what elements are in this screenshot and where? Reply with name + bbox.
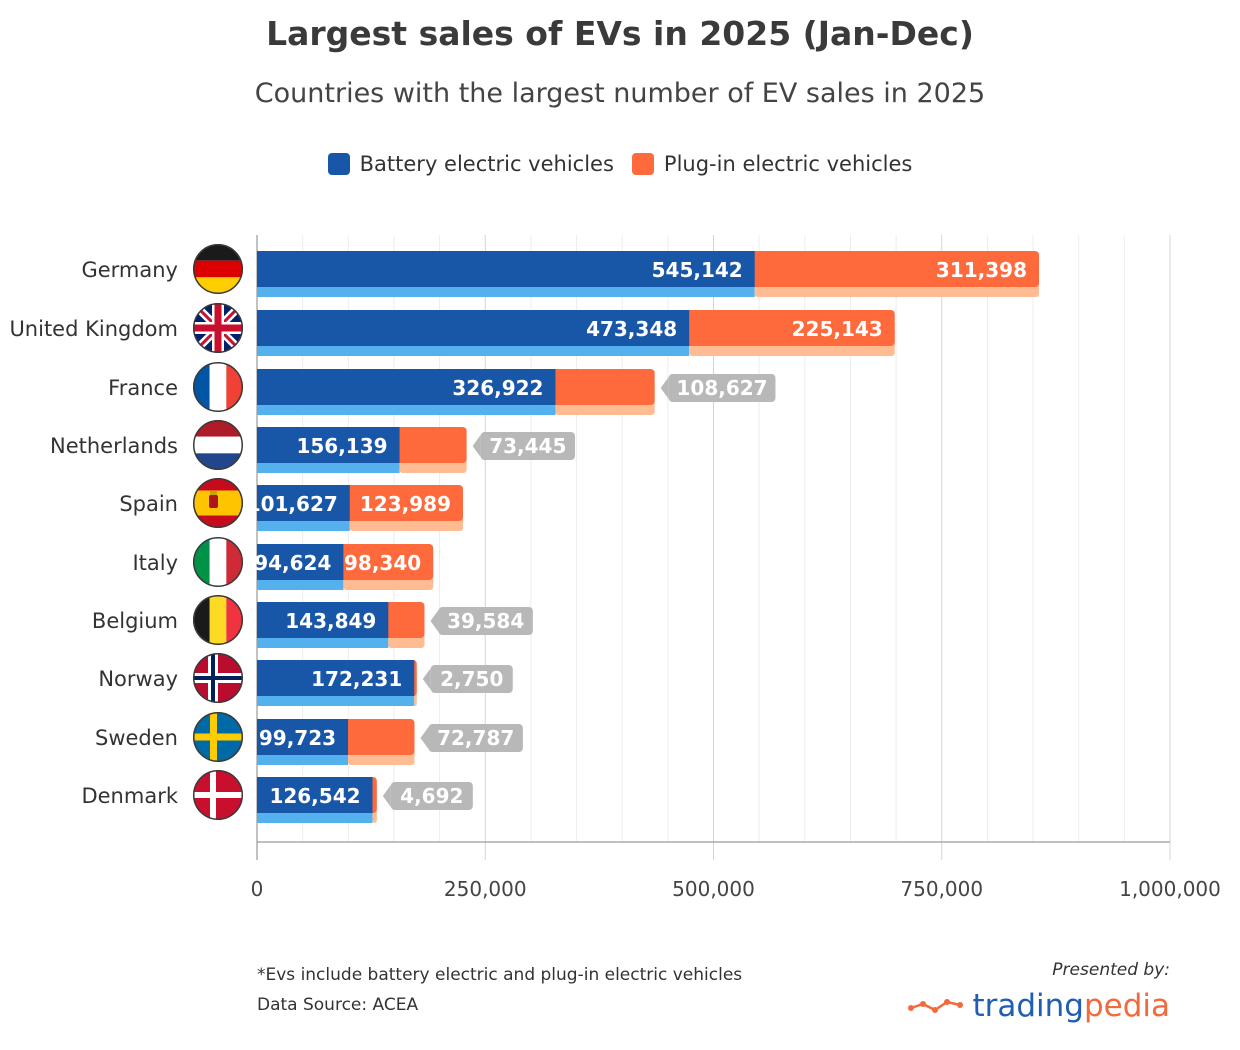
bev-value-label: 156,139 (296, 434, 387, 458)
phev-bar (344, 719, 415, 755)
bev-bar (257, 602, 389, 638)
bar-chart: 0 250,000 500,000 750,000 1,000,000 Germany 54… (9, 235, 1221, 901)
phev-label-pointer (472, 435, 481, 457)
x-tick-label: 750,000 (900, 877, 983, 901)
bev-value-label: 172,231 (311, 667, 402, 691)
bev-value-label: 126,542 (269, 784, 360, 808)
phev-label-pill (438, 607, 533, 635)
category-label: Denmark (81, 784, 178, 808)
category-label: Spain (119, 492, 178, 516)
phev-value-label: 4,692 (400, 784, 463, 808)
bev-value-label: 101,627 (247, 492, 338, 516)
phev-value-label: 225,143 (792, 317, 883, 341)
legend-label-bev: Battery electric vehicles (359, 152, 614, 176)
bev-value-label: 94,624 (254, 551, 331, 575)
bev-bar (257, 310, 690, 346)
bev-value-label: 143,849 (285, 609, 376, 633)
legend-item-bev: Battery electric vehicles (327, 152, 614, 179)
x-tick-label: 500,000 (672, 877, 755, 901)
phev-label-pill (480, 432, 576, 460)
bev-value-label: 545,142 (652, 258, 743, 282)
belgium-flag-icon (193, 595, 243, 645)
phev-value-label: 123,989 (360, 492, 451, 516)
phev-bar (345, 485, 463, 521)
bev-swatch (327, 153, 354, 179)
phev-value-label: 72,787 (437, 726, 514, 750)
phev-bar (551, 369, 655, 405)
germany-flag-icon (193, 244, 243, 294)
phev-value-label: 108,627 (677, 376, 768, 400)
x-tick-label: 1,000,000 (1119, 877, 1221, 901)
spain-flag-icon (193, 478, 243, 528)
phev-label-pointer (660, 377, 669, 399)
phev-bar (395, 427, 467, 463)
phev-label-pointer (422, 668, 431, 690)
phev-bar (384, 602, 425, 638)
chart-subtitle: Countries with the largest number of EV … (254, 78, 986, 109)
bev-bar (257, 660, 415, 696)
category-label: Germany (81, 258, 178, 282)
tradingpedia-logo[interactable]: tradingpedia (908, 988, 1170, 1024)
bev-value-label: 473,348 (586, 317, 677, 341)
phev-swatch (631, 153, 658, 179)
bev-value-label: 326,922 (452, 376, 543, 400)
phev-value-label: 2,750 (440, 667, 503, 691)
phev-label-pointer (430, 610, 439, 632)
x-tick-label: 0 (251, 877, 264, 901)
footnote: *Evs include battery electric and plug-i… (257, 960, 742, 1020)
bev-bar (257, 719, 349, 755)
bev-bar (257, 369, 556, 405)
category-label: France (108, 376, 178, 400)
phev-label-pill (668, 374, 776, 402)
legend: Battery electric vehicles Plug-in electr… (0, 152, 1240, 179)
chart-title: Largest sales of EVs in 2025 (Jan-Dec) (266, 14, 974, 53)
bev-bar (257, 777, 373, 813)
phev-bar (685, 310, 895, 346)
category-label: Belgium (92, 609, 178, 633)
phev-value-label: 98,340 (344, 551, 421, 575)
bev-value-label: 99,723 (259, 726, 336, 750)
footnote-text: *Evs include battery electric and plug-i… (257, 965, 743, 985)
phev-value-label: 311,398 (936, 258, 1027, 282)
category-label: Netherlands (50, 434, 178, 458)
phev-label-pointer (420, 727, 429, 749)
phev-value-label: 39,584 (447, 609, 524, 633)
brand-part-1: trading (972, 988, 1084, 1024)
phev-label-pill (390, 782, 473, 810)
category-label: Norway (98, 667, 178, 691)
category-label: United Kingdom (9, 317, 178, 341)
legend-item-phev: Plug-in electric vehicles (631, 152, 913, 179)
sweden-flag-icon (193, 712, 243, 762)
phev-value-label: 73,445 (489, 434, 566, 458)
category-label: Sweden (95, 726, 178, 750)
phev-label-pointer (382, 785, 391, 807)
bev-bar (257, 485, 350, 521)
x-tick-label: 250,000 (444, 877, 527, 901)
italy-flag-icon (193, 537, 243, 587)
logo-dots-icon (908, 999, 964, 1013)
bev-bar (257, 544, 344, 580)
presented-by: Presented by: (1052, 960, 1170, 980)
bev-bar (257, 251, 755, 287)
bev-bar (257, 427, 400, 463)
phev-bar (339, 544, 434, 580)
netherlands-flag-icon (193, 420, 243, 470)
phev-bar (750, 251, 1040, 287)
denmark-flag-icon (193, 770, 243, 820)
data-source: Data Source: ACEA (257, 995, 419, 1015)
norway-flag-icon (193, 653, 243, 703)
uk-flag-icon (193, 303, 243, 353)
category-label: Italy (132, 551, 178, 575)
brand-part-2: pedia (1083, 988, 1170, 1024)
phev-label-pill (430, 665, 513, 693)
legend-label-phev: Plug-in electric vehicles (663, 152, 913, 176)
france-flag-icon (193, 362, 243, 412)
phev-label-pill (428, 724, 523, 752)
